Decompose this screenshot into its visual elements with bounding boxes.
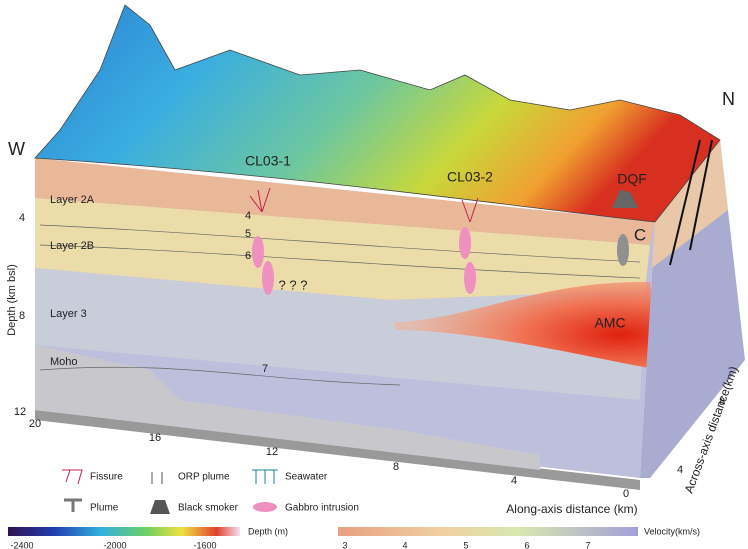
axis-title: Along-axis distance (km) xyxy=(506,502,637,516)
layer-2a xyxy=(35,158,655,245)
colorbar-title: Depth (m) xyxy=(248,526,288,536)
contour-label: 4 xyxy=(245,210,251,222)
tick-label: 12 xyxy=(266,446,278,458)
gabbro-intrusion xyxy=(459,227,471,259)
compass-label: N xyxy=(722,89,735,109)
layer-2b xyxy=(35,198,650,300)
gabbro-intrusion xyxy=(262,261,274,295)
black-smoker xyxy=(612,190,638,208)
site-label: DQF xyxy=(617,171,647,187)
contour-label: 7 xyxy=(262,363,268,375)
layer-label: Layer 2A xyxy=(50,194,95,206)
colorbar-tick: 3 xyxy=(342,540,347,549)
legend-label: ORP plume xyxy=(178,472,230,483)
legend-label: Gabbro intrusion xyxy=(285,503,359,514)
contour-line xyxy=(39,366,401,386)
label: ? ? ? xyxy=(279,277,308,292)
depth-colorbar xyxy=(8,527,240,536)
gabbro-intrusion xyxy=(617,234,629,266)
layer-label: Layer 3 xyxy=(50,308,87,320)
layer-label: Moho xyxy=(50,356,78,368)
colorbar-tick: 6 xyxy=(524,540,529,549)
fissure xyxy=(461,197,479,223)
seawater-icon xyxy=(252,469,278,484)
legend-label: Black smoker xyxy=(178,503,239,514)
colorbar-tick: -1600 xyxy=(193,540,216,549)
bathymetry-surface xyxy=(34,4,721,223)
tick-label: 8 xyxy=(719,396,725,408)
compass-label: W xyxy=(8,139,25,159)
block-diagram xyxy=(34,4,745,490)
tick-label: 12 xyxy=(14,406,26,418)
tick-label: 8 xyxy=(393,461,399,473)
colorbar-tick: -2400 xyxy=(10,540,33,549)
axis-title: Depth (km bsl) xyxy=(6,264,18,336)
contour-label: 6 xyxy=(245,250,251,262)
site-label: CL03-1 xyxy=(245,153,291,169)
layer-3 xyxy=(35,268,645,400)
right-face-upper xyxy=(652,140,728,268)
tick-label: 0 xyxy=(623,488,629,500)
fault xyxy=(689,139,713,251)
fissure xyxy=(249,187,271,213)
contour-label: 5 xyxy=(245,228,251,240)
orp-icon xyxy=(151,472,163,484)
tick-label: 20 xyxy=(29,418,41,430)
colorbar-tick: 7 xyxy=(585,540,590,549)
contour-line xyxy=(39,244,641,279)
layer-label: Layer 2B xyxy=(50,240,94,252)
legend-icons xyxy=(8,469,638,536)
tick-label: 4 xyxy=(511,475,517,487)
smoker-icon xyxy=(150,500,170,514)
gabbro-intrusion xyxy=(252,236,264,268)
plume-icon xyxy=(64,498,82,512)
mantle xyxy=(35,345,540,470)
legend-label: Plume xyxy=(90,503,119,514)
tick-label: 4 xyxy=(19,212,25,224)
colorbar-tick: 4 xyxy=(402,540,407,549)
colorbar-title: Velocity(km/s) xyxy=(644,526,700,536)
tick-label: 8 xyxy=(19,310,25,322)
label: C xyxy=(634,225,646,244)
gabbro-icon xyxy=(253,502,277,512)
colorbar-tick: -2000 xyxy=(103,540,126,549)
base-shadow xyxy=(35,410,640,490)
site-label: CL03-2 xyxy=(447,169,493,185)
label: AMC xyxy=(594,315,625,331)
fissure-icon xyxy=(62,469,83,485)
legend-label: Seawater xyxy=(285,472,328,483)
tick-label: 4 xyxy=(677,464,683,476)
tick-label: 16 xyxy=(149,432,161,444)
velocity-colorbar xyxy=(338,527,638,536)
gabbro-intrusion xyxy=(464,262,476,294)
fault xyxy=(669,139,701,266)
legend-label: Fissure xyxy=(90,472,123,483)
amc-body xyxy=(395,281,660,370)
colorbar-tick: 5 xyxy=(463,540,468,549)
contour-line xyxy=(39,224,641,263)
